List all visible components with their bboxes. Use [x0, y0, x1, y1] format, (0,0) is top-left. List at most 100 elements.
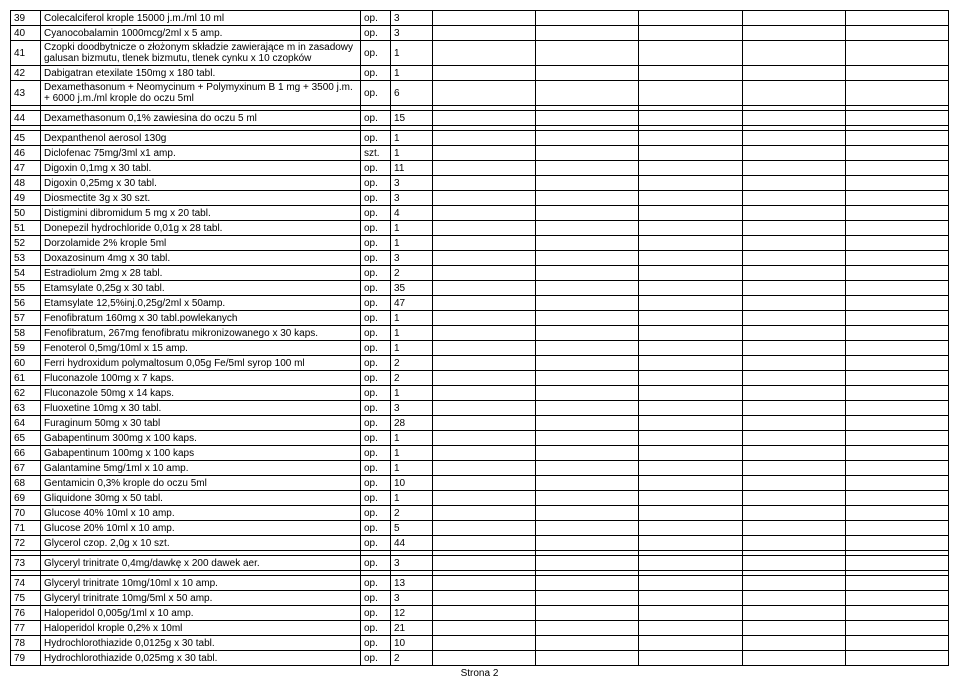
row-unit: op. [361, 161, 391, 176]
row-unit: op. [361, 386, 391, 401]
row-quantity: 1 [391, 326, 433, 341]
row-number: 68 [11, 476, 41, 491]
empty-cell [536, 146, 639, 161]
empty-cell [845, 431, 948, 446]
empty-cell [639, 26, 742, 41]
row-quantity: 1 [391, 386, 433, 401]
empty-cell [433, 266, 536, 281]
row-unit: op. [361, 606, 391, 621]
empty-cell [742, 371, 845, 386]
row-quantity: 4 [391, 206, 433, 221]
row-number: 74 [11, 576, 41, 591]
empty-cell [536, 506, 639, 521]
row-quantity: 10 [391, 636, 433, 651]
empty-cell [845, 556, 948, 571]
row-unit: op. [361, 401, 391, 416]
empty-cell [742, 296, 845, 311]
row-number: 62 [11, 386, 41, 401]
row-quantity: 1 [391, 41, 433, 66]
row-quantity: 3 [391, 11, 433, 26]
empty-cell [845, 161, 948, 176]
table-row: 50Distigmini dibromidum 5 mg x 20 tabl.o… [11, 206, 949, 221]
empty-cell [536, 81, 639, 106]
empty-cell [433, 176, 536, 191]
empty-cell [639, 491, 742, 506]
empty-cell [845, 176, 948, 191]
table-row: 68Gentamicin 0,3% krople do oczu 5mlop.1… [11, 476, 949, 491]
empty-cell [536, 236, 639, 251]
empty-cell [742, 26, 845, 41]
empty-cell [536, 521, 639, 536]
empty-cell [845, 236, 948, 251]
empty-cell [536, 341, 639, 356]
empty-cell [433, 621, 536, 636]
empty-cell [845, 341, 948, 356]
empty-cell [639, 131, 742, 146]
empty-cell [639, 111, 742, 126]
row-quantity: 1 [391, 446, 433, 461]
row-description: Dexpanthenol aerosol 130g [41, 131, 361, 146]
empty-cell [742, 636, 845, 651]
table-row: 39Colecalciferol krople 15000 j.m./ml 10… [11, 11, 949, 26]
empty-cell [845, 81, 948, 106]
table-row: 62Fluconazole 50mg x 14 kaps.op.1 [11, 386, 949, 401]
empty-cell [536, 556, 639, 571]
table-row: 66Gabapentinum 100mg x 100 kapsop.1 [11, 446, 949, 461]
row-description: Diosmectite 3g x 30 szt. [41, 191, 361, 206]
row-quantity: 1 [391, 311, 433, 326]
empty-cell [845, 401, 948, 416]
empty-cell [433, 26, 536, 41]
empty-cell [742, 41, 845, 66]
row-unit: op. [361, 576, 391, 591]
empty-cell [536, 386, 639, 401]
row-unit: op. [361, 311, 391, 326]
empty-cell [639, 591, 742, 606]
table-row: 42Dabigatran etexilate 150mg x 180 tabl.… [11, 66, 949, 81]
empty-cell [742, 506, 845, 521]
row-unit: op. [361, 11, 391, 26]
empty-cell [639, 556, 742, 571]
empty-cell [536, 206, 639, 221]
empty-cell [639, 521, 742, 536]
row-number: 59 [11, 341, 41, 356]
empty-cell [742, 326, 845, 341]
table-row: 45Dexpanthenol aerosol 130gop.1 [11, 131, 949, 146]
row-unit: op. [361, 446, 391, 461]
row-number: 71 [11, 521, 41, 536]
row-number: 49 [11, 191, 41, 206]
row-number: 77 [11, 621, 41, 636]
empty-cell [845, 621, 948, 636]
empty-cell [845, 111, 948, 126]
row-unit: op. [361, 111, 391, 126]
empty-cell [742, 476, 845, 491]
empty-cell [433, 401, 536, 416]
empty-cell [742, 161, 845, 176]
empty-cell [639, 146, 742, 161]
empty-cell [742, 111, 845, 126]
empty-cell [433, 506, 536, 521]
empty-cell [742, 416, 845, 431]
empty-cell [433, 296, 536, 311]
row-unit: op. [361, 236, 391, 251]
row-number: 75 [11, 591, 41, 606]
table-row: 63Fluoxetine 10mg x 30 tabl.op.3 [11, 401, 949, 416]
row-description: Dexamethasonum + Neomycinum + Polymyxinu… [41, 81, 361, 106]
table-row: 60Ferri hydroxidum polymaltosum 0,05g Fe… [11, 356, 949, 371]
row-number: 42 [11, 66, 41, 81]
empty-cell [536, 111, 639, 126]
row-unit: op. [361, 26, 391, 41]
empty-cell [742, 191, 845, 206]
row-quantity: 3 [391, 251, 433, 266]
empty-cell [536, 431, 639, 446]
table-row: 53Doxazosinum 4mg x 30 tabl.op.3 [11, 251, 949, 266]
row-unit: op. [361, 176, 391, 191]
empty-cell [433, 476, 536, 491]
row-number: 60 [11, 356, 41, 371]
table-row: 73Glyceryl trinitrate 0,4mg/dawkę x 200 … [11, 556, 949, 571]
row-description: Glucose 40% 10ml x 10 amp. [41, 506, 361, 521]
row-description: Gabapentinum 100mg x 100 kaps [41, 446, 361, 461]
empty-cell [742, 356, 845, 371]
empty-cell [536, 266, 639, 281]
table-row: 71Glucose 20% 10ml x 10 amp.op.5 [11, 521, 949, 536]
empty-cell [639, 81, 742, 106]
